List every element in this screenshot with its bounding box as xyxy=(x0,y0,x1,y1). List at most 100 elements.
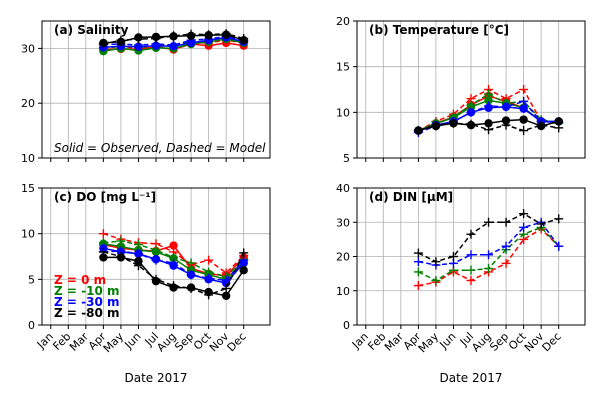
y-tick-label: 30 xyxy=(336,216,350,229)
data-point xyxy=(466,107,476,117)
data-point xyxy=(554,117,563,126)
data-point xyxy=(466,250,476,260)
data-point xyxy=(151,274,161,284)
data-point xyxy=(484,250,494,260)
data-point xyxy=(519,209,529,219)
data-point xyxy=(519,222,529,232)
data-point xyxy=(116,236,126,246)
data-point xyxy=(484,263,494,273)
data-point xyxy=(133,249,143,259)
axes-frame xyxy=(356,20,586,159)
data-point xyxy=(98,229,108,239)
series-line xyxy=(103,251,245,296)
x-tick-label: Dec xyxy=(540,330,564,354)
data-point xyxy=(221,283,231,293)
data-point xyxy=(536,219,546,229)
data-point xyxy=(133,34,143,44)
data-point xyxy=(484,119,493,128)
data-point xyxy=(98,39,108,49)
data-point xyxy=(554,123,564,133)
panel-4: 010203040JanFebMarAprMayJunJulAugSepOctN… xyxy=(336,182,586,385)
series-8 xyxy=(98,29,249,49)
data-point xyxy=(169,241,178,250)
data-point xyxy=(501,116,511,125)
data-point xyxy=(484,89,494,99)
data-point xyxy=(448,252,458,261)
data-point xyxy=(239,34,249,44)
series-4 xyxy=(413,209,564,267)
data-point xyxy=(501,120,511,130)
data-point xyxy=(466,275,476,285)
data-point xyxy=(501,241,511,251)
data-point xyxy=(413,126,423,136)
data-point xyxy=(151,34,161,44)
data-point xyxy=(413,281,423,291)
series-line xyxy=(418,93,559,132)
x-tick-label: Jun xyxy=(437,330,459,352)
series-8 xyxy=(413,118,564,136)
series-line xyxy=(418,212,559,263)
y-tick-label: 10 xyxy=(21,228,35,241)
data-point xyxy=(466,265,476,275)
data-point xyxy=(186,283,196,293)
data-point xyxy=(413,257,423,267)
axes-frame xyxy=(41,20,271,159)
y-tick-label: 40 xyxy=(336,182,350,195)
data-point xyxy=(186,29,196,39)
data-point xyxy=(484,96,493,105)
data-point xyxy=(133,261,143,271)
y-tick-label: 30 xyxy=(21,42,35,55)
data-point xyxy=(169,40,179,50)
y-tick-label: 20 xyxy=(336,251,350,264)
panel-title: (a) Salinity xyxy=(54,23,129,37)
data-point xyxy=(99,253,108,262)
data-point xyxy=(239,248,249,258)
data-point xyxy=(431,275,441,285)
y-tick-label: 5 xyxy=(343,152,350,165)
data-point xyxy=(204,290,214,300)
data-point xyxy=(116,252,126,261)
series-8 xyxy=(98,247,249,300)
panel-3: 051015JanFebMarAprMayJunJulAugSepOctNovD… xyxy=(21,182,271,385)
depth-label: Z = -30 m xyxy=(54,295,119,309)
data-point xyxy=(448,118,458,128)
data-point xyxy=(239,266,248,275)
y-tick-label: 10 xyxy=(336,285,350,298)
data-point xyxy=(133,240,143,250)
panel-annotation: Solid = Observed, Dashed = Model xyxy=(54,141,266,155)
data-point xyxy=(501,258,511,268)
data-point xyxy=(134,256,143,266)
data-point xyxy=(204,30,214,40)
data-point xyxy=(501,217,511,227)
x-axis-label: Date 2017 xyxy=(124,371,187,385)
depth-label: Z = -80 m xyxy=(54,306,119,320)
y-tick-label: 0 xyxy=(28,319,35,332)
y-tick-label: 10 xyxy=(21,152,35,165)
data-point xyxy=(501,102,511,112)
x-axis-label: Date 2017 xyxy=(439,371,502,385)
data-point xyxy=(221,275,231,285)
data-point xyxy=(431,120,441,130)
panel-2: 5 10 15 20 (b) Temperature [°C] xyxy=(336,15,586,165)
series-line xyxy=(418,228,560,287)
data-point xyxy=(484,217,494,227)
data-point xyxy=(536,120,546,130)
data-point xyxy=(466,119,476,129)
panel-title: (b) Temperature [°C] xyxy=(369,23,509,37)
axes-frame xyxy=(356,187,586,326)
data-point xyxy=(484,101,494,111)
depth-label: Z = -10 m xyxy=(54,284,119,298)
data-point xyxy=(519,85,529,94)
y-tick-label: 20 xyxy=(336,15,350,28)
y-tick-label: 15 xyxy=(21,182,35,195)
data-point xyxy=(204,273,214,283)
data-point xyxy=(116,35,126,45)
series-line xyxy=(103,250,245,281)
panel-title: (d) DIN [μM] xyxy=(369,190,453,204)
y-tick-label: 0 xyxy=(343,319,350,332)
data-point xyxy=(169,31,179,41)
axes-frame xyxy=(41,187,271,326)
data-point xyxy=(204,255,214,265)
data-point xyxy=(466,229,476,239)
